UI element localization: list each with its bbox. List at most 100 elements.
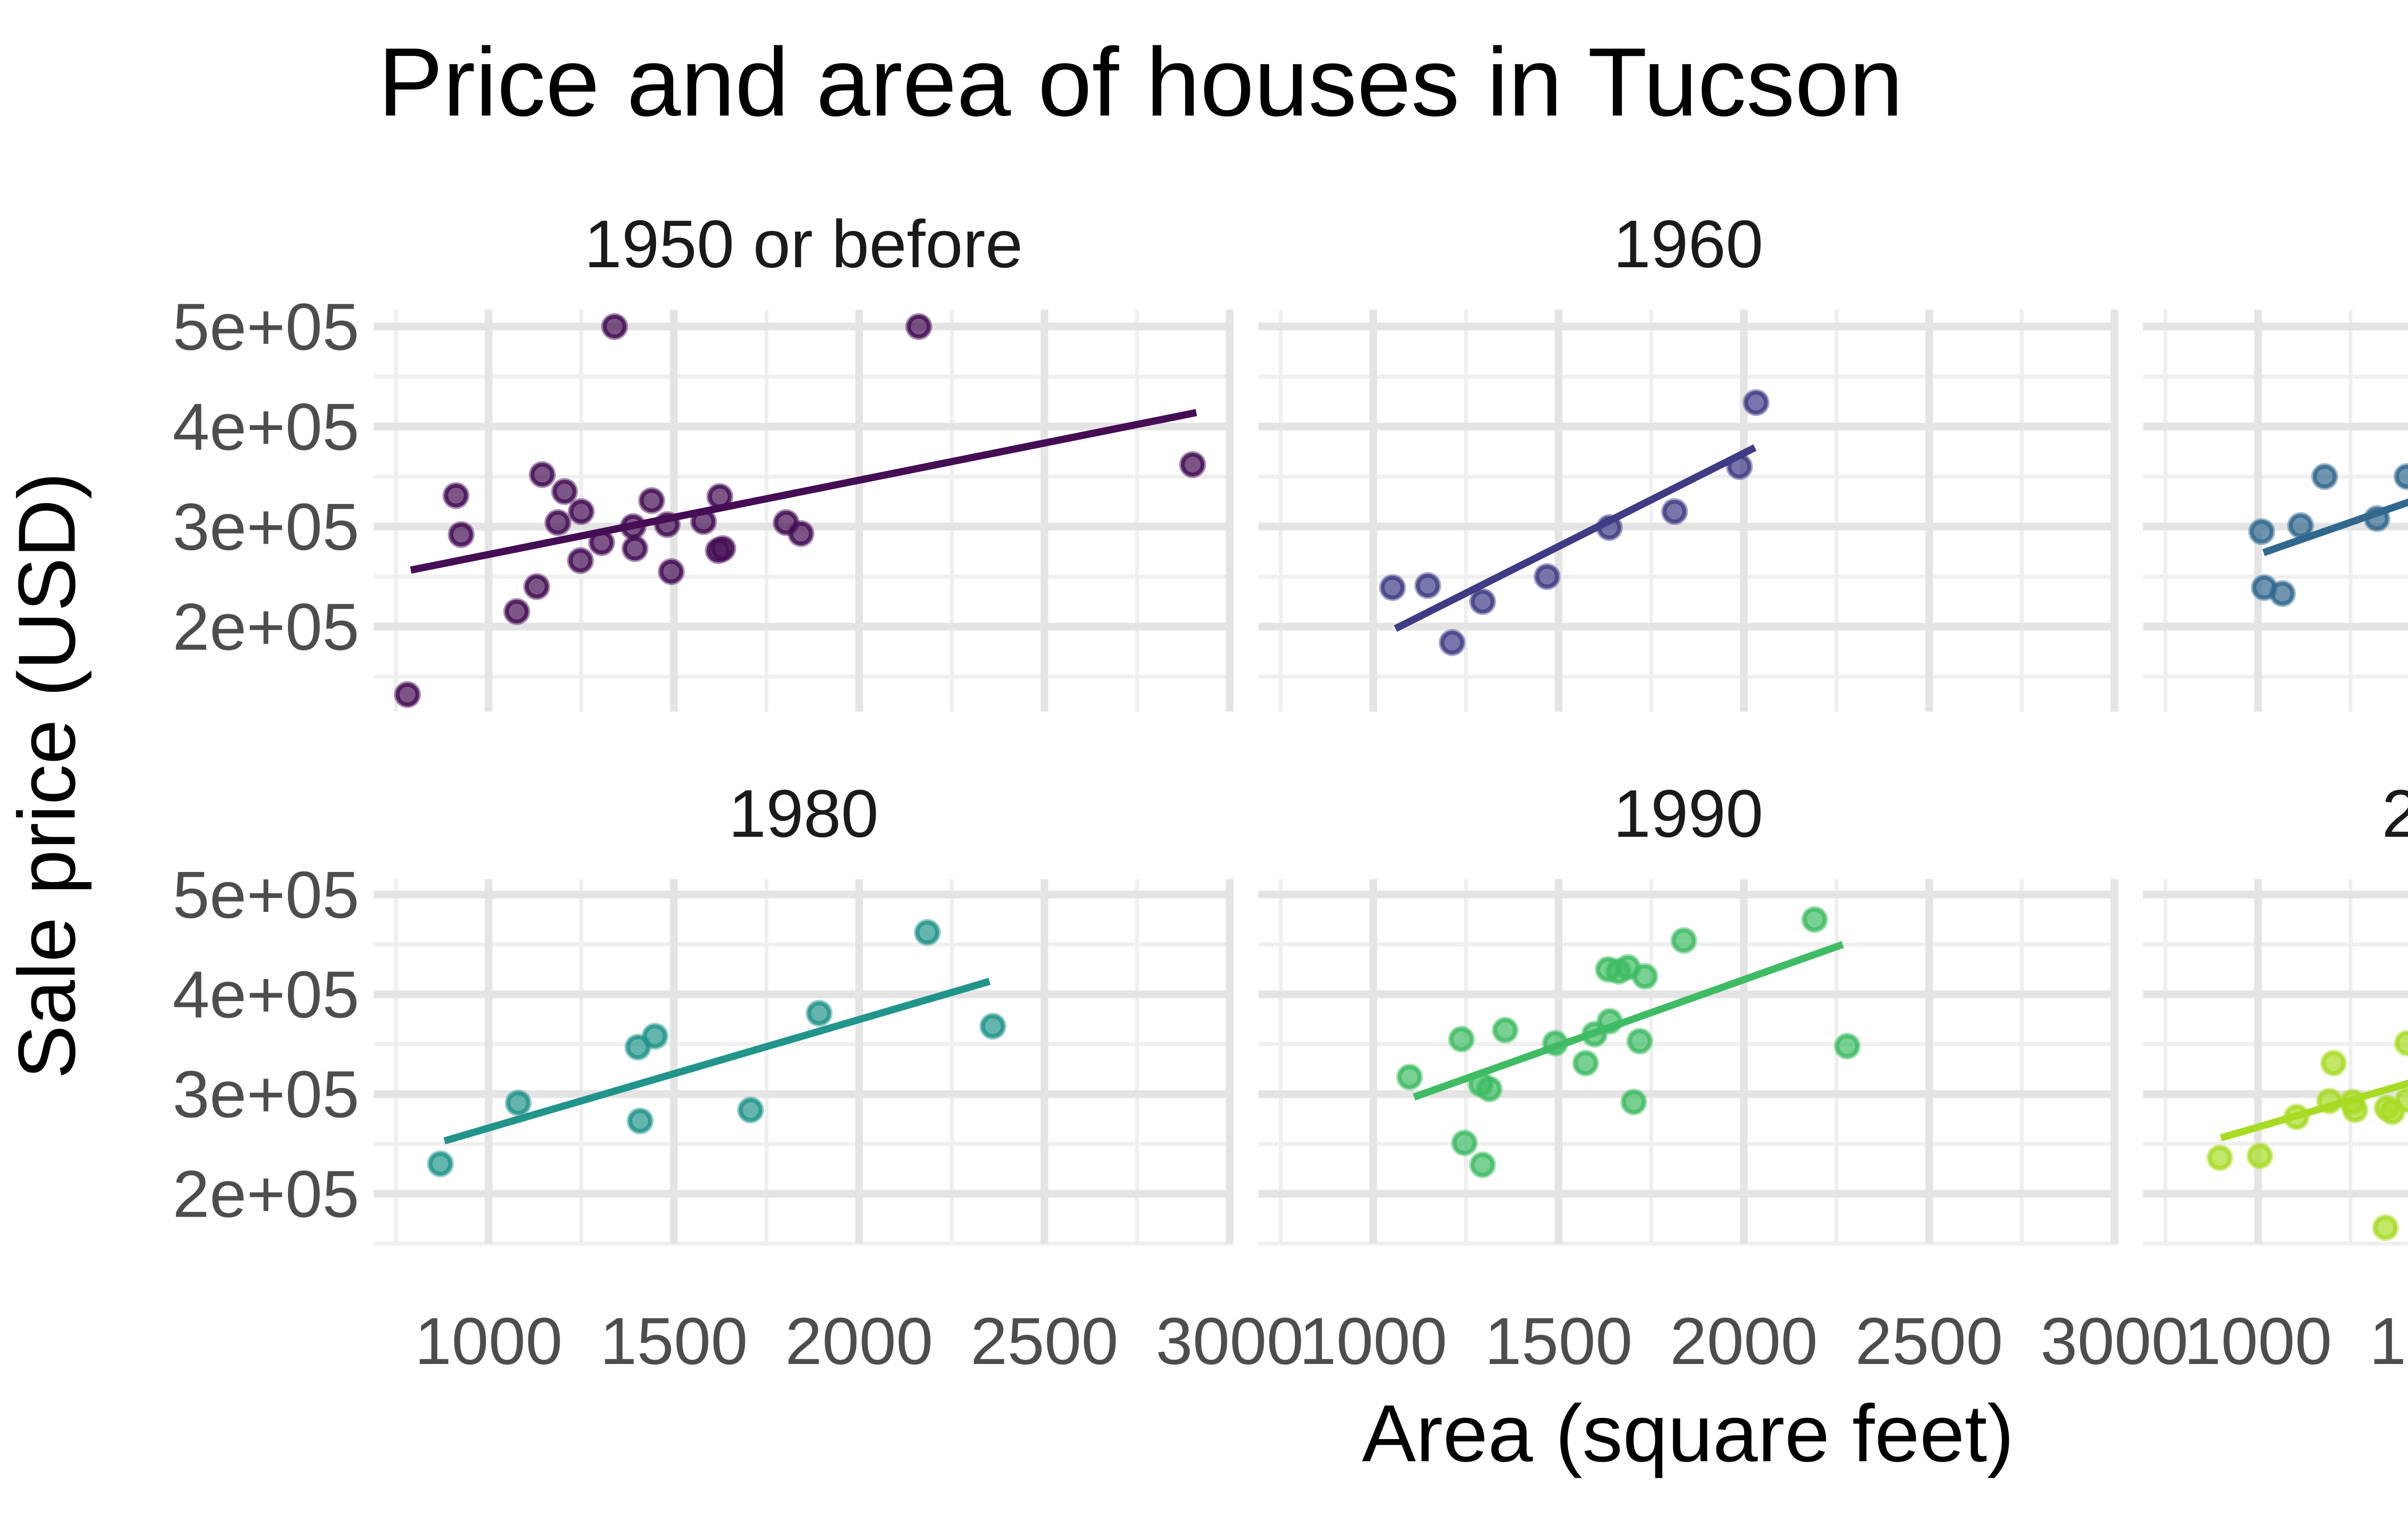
facet-strip-label: 2000 or after (2382, 776, 2408, 851)
data-point-ring (395, 683, 419, 707)
data-point-ring (1416, 573, 1440, 597)
x-tick-label: 2500 (970, 1304, 1118, 1378)
data-point-ring (2250, 519, 2274, 544)
y-tick-label: 2e+05 (172, 1157, 359, 1231)
facet-panel: 1990 1000 1500 2000 2500 3000 (1258, 776, 2188, 1378)
data-point-ring (1633, 964, 1657, 988)
data-point-ring (711, 536, 735, 560)
y-tick-label: 4e+05 (172, 390, 359, 464)
data-point-ring (1398, 1065, 1422, 1089)
facet-panel: 1980 1000 1500 2000 2500 3000 5e+05 4e+05 3e+05 2… (172, 776, 1303, 1378)
data-point-ring (628, 1109, 652, 1133)
y-axis-title: Sale price (USD) (1, 472, 92, 1079)
x-tick-label: 1500 (1485, 1304, 1633, 1378)
data-point-ring (659, 559, 683, 584)
facet-strip-label: 1950 or before (584, 206, 1023, 282)
data-point-ring (2208, 1146, 2232, 1170)
data-point-ring (1450, 1027, 1474, 1051)
data-point-ring (1381, 575, 1405, 599)
data-point-ring (1440, 631, 1464, 655)
data-point-ring (2395, 465, 2408, 489)
data-point-ring (1662, 500, 1687, 524)
data-point-ring (546, 510, 570, 534)
x-tick-label: 3000 (1156, 1304, 1304, 1378)
data-point-ring (2395, 1031, 2408, 1055)
x-tick-label: 2000 (1670, 1304, 1818, 1378)
x-tick-label: 3000 (2041, 1304, 2188, 1378)
facet-strip-label: 1980 (729, 776, 878, 851)
data-point-ring (981, 1014, 1005, 1038)
y-tick-label: 3e+05 (172, 490, 359, 564)
data-point-ring (1180, 453, 1204, 477)
data-point-ring (807, 1001, 831, 1026)
data-point-ring (1803, 908, 1827, 932)
data-point-ring (1477, 1077, 1501, 1101)
facet-strip-label: 1960 (1613, 206, 1763, 282)
facet-panel: 2000 or after10001500200025003000 (2143, 776, 2408, 1378)
page-title: Price and area of houses in Tucson (378, 27, 1903, 136)
x-tick-label: 2500 (1855, 1304, 2003, 1378)
data-point-ring (643, 1024, 667, 1048)
data-point-ring (552, 480, 576, 504)
facet-panel: 1970 (2143, 310, 2408, 712)
trend-line (410, 409, 1197, 574)
data-point-ring (640, 489, 664, 513)
data-point-ring (2289, 514, 2313, 538)
x-tick-label: 1000 (415, 1304, 563, 1378)
data-point-ring (1672, 928, 1696, 952)
x-tick-label: 1500 (600, 1304, 748, 1378)
data-point-ring (505, 599, 529, 623)
x-axis-title: Area (square feet) (1362, 1388, 2014, 1479)
data-point-ring (1744, 390, 1768, 415)
data-point-ring (525, 574, 549, 598)
data-point-ring (2270, 582, 2294, 606)
trend-line (2262, 498, 2408, 556)
data-point-ring (1573, 1051, 1597, 1075)
data-point-ring (530, 463, 554, 487)
data-point-ring (2321, 1051, 2345, 1075)
data-point-ring (1835, 1034, 1859, 1058)
data-point (2394, 1029, 2408, 1057)
data-point-ring (1628, 1029, 1652, 1053)
x-tick-label: 1000 (2184, 1304, 2332, 1378)
data-point-ring (1470, 1153, 1494, 1177)
y-tick-label: 5e+05 (172, 858, 359, 932)
data-point-ring (907, 314, 931, 338)
data-point (2393, 463, 2408, 490)
trend-line (2220, 1079, 2408, 1142)
data-point-ring (623, 536, 647, 560)
data-point-ring (789, 521, 813, 545)
y-tick-label: 4e+05 (172, 958, 359, 1032)
trend-line (1394, 444, 1757, 632)
data-point-ring (602, 314, 627, 338)
data-point-ring (2373, 1216, 2397, 1240)
data-point-ring (2248, 1144, 2272, 1168)
facet-panel: 1960 (1258, 206, 2119, 712)
data-point-ring (449, 522, 473, 546)
facet-strip-label: 1990 (1613, 776, 1763, 851)
data-point-ring (506, 1091, 530, 1115)
data-point (2394, 1086, 2408, 1114)
data-point-ring (915, 921, 939, 945)
trend-line (443, 978, 991, 1144)
data-point-ring (2313, 465, 2337, 489)
panels-layer: 1950 or before 5e+05 4e+05 3e+05 2e+05 1960 19… (172, 206, 2408, 1378)
data-point-ring (1493, 1018, 1517, 1042)
data-point-ring (1622, 1090, 1646, 1114)
data-point-ring (1535, 565, 1559, 589)
data-point-ring (428, 1152, 452, 1176)
x-tick-label: 2000 (785, 1304, 933, 1378)
data-point-ring (569, 500, 593, 524)
y-tick-label: 2e+05 (172, 590, 359, 664)
data-point-ring (738, 1098, 762, 1122)
data-point-ring (2380, 1100, 2404, 1124)
x-tick-label: 1000 (1299, 1304, 1447, 1378)
data-point-ring (568, 548, 592, 572)
trend-line (1413, 941, 1844, 1101)
facet-panel: 1950 or before 5e+05 4e+05 3e+05 2e+05 (172, 206, 1234, 712)
data-point-ring (444, 483, 468, 507)
y-tick-label: 5e+05 (172, 290, 359, 364)
data-point-ring (1453, 1131, 1477, 1155)
